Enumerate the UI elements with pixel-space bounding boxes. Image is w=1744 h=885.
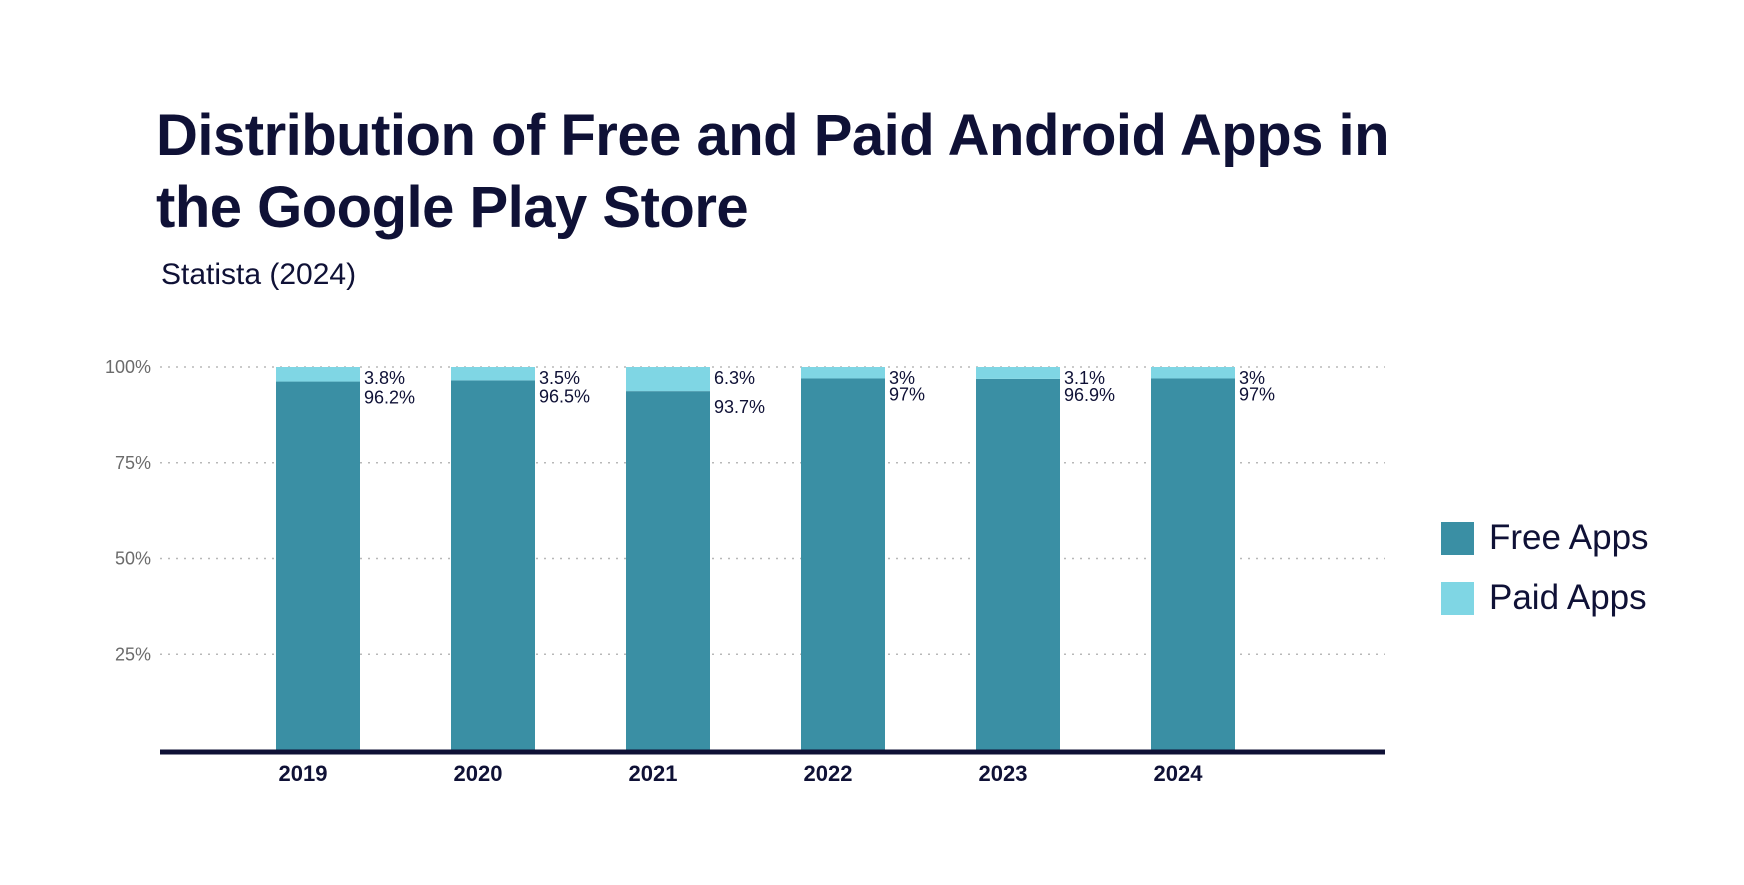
x-tick-label-2020: 2020: [454, 761, 503, 786]
legend-item-free: Free Apps: [1441, 508, 1649, 568]
data-labels: 3.8%96.2%3.5%96.5%6.3%93.7%3%97%3.1%96.9…: [364, 368, 1275, 417]
y-tick-label: 75%: [115, 453, 151, 473]
y-tick-label: 50%: [115, 549, 151, 569]
x-tick-label-2024: 2024: [1154, 761, 1204, 786]
data-label-free-2019: 96.2%: [364, 388, 415, 408]
legend-item-paid: Paid Apps: [1441, 568, 1649, 628]
data-label-paid-2021: 6.3%: [714, 368, 755, 388]
bar-paid-2019: [276, 367, 360, 382]
x-tick-label-2023: 2023: [979, 761, 1028, 786]
x-axis: 2019 2020 2021 2022 2023 2024: [160, 749, 1385, 786]
bar-free-2019: [276, 381, 360, 750]
data-label-paid-2019: 3.8%: [364, 368, 405, 388]
bar-free-2020: [451, 380, 535, 750]
data-label-free-2023: 96.9%: [1064, 385, 1115, 405]
data-label-free-2022: 97%: [889, 384, 925, 404]
chart-title: Distribution of Free and Paid Android Ap…: [156, 103, 1390, 240]
data-label-paid-2022: 3%: [889, 368, 915, 388]
legend: Free Apps Paid Apps: [1441, 508, 1649, 628]
chart-subtitle: Statista (2024): [161, 258, 357, 291]
y-tick-label: 100%: [105, 357, 151, 377]
gridlines: 25% 50% 75% 100%: [105, 357, 1385, 664]
bar-free-2022: [801, 378, 885, 750]
legend-label-paid: Paid Apps: [1489, 578, 1647, 617]
data-label-free-2020: 96.5%: [539, 386, 590, 406]
x-tick-label-2022: 2022: [804, 761, 853, 786]
bar-free-2023: [976, 378, 1060, 750]
legend-label-free: Free Apps: [1489, 518, 1649, 557]
bar-paid-2021: [626, 367, 710, 392]
bar-paid-2023: [976, 367, 1060, 379]
bars: [276, 367, 1235, 750]
bar-paid-2020: [451, 367, 535, 381]
y-tick-label: 25%: [115, 644, 151, 664]
x-tick-label-2019: 2019: [279, 761, 328, 786]
bar-paid-2024: [1151, 367, 1235, 379]
data-label-free-2024: 97%: [1239, 384, 1275, 404]
legend-swatch-paid: [1441, 581, 1474, 615]
bar-paid-2022: [801, 367, 885, 379]
legend-swatch-free: [1441, 521, 1474, 555]
data-label-paid-2024: 3%: [1239, 368, 1265, 388]
data-label-free-2021: 93.7%: [714, 397, 765, 417]
bar-free-2021: [626, 391, 710, 750]
bar-free-2024: [1151, 378, 1235, 750]
data-label-paid-2020: 3.5%: [539, 368, 580, 388]
x-tick-label-2021: 2021: [629, 761, 678, 786]
data-label-paid-2023: 3.1%: [1064, 368, 1105, 388]
